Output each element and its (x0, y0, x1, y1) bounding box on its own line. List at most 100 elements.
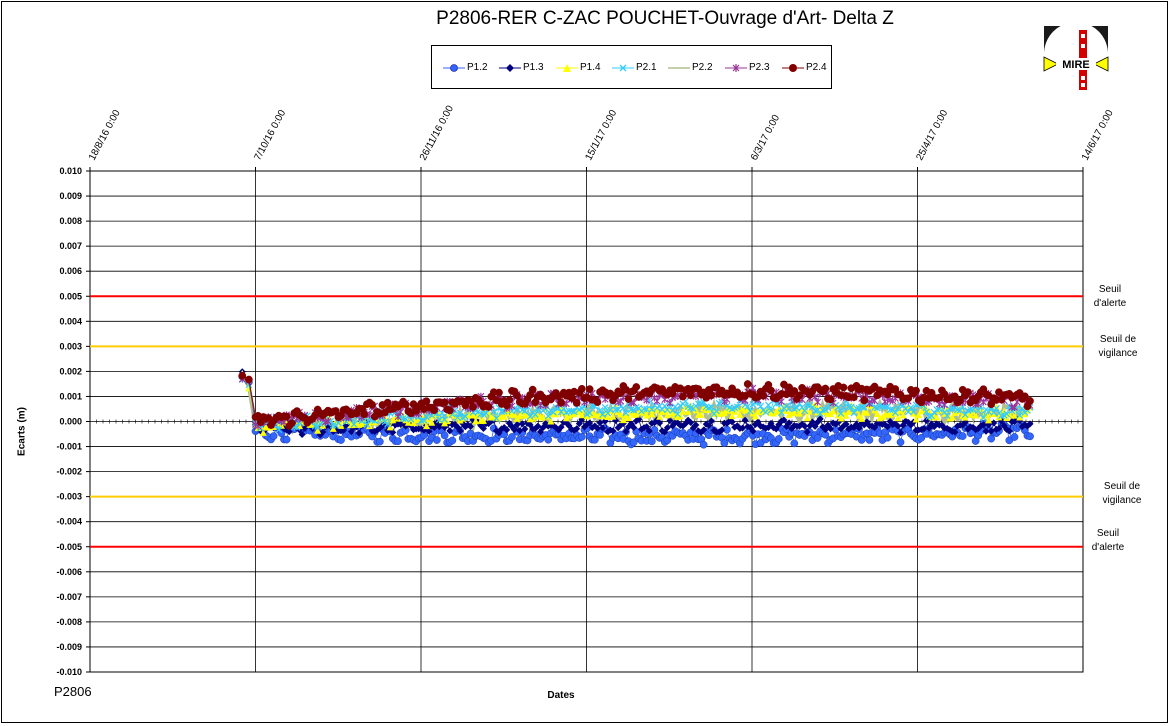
data-point (609, 413, 617, 420)
y-tick-label: -0.002 (56, 467, 82, 477)
data-point (435, 416, 443, 424)
data-point (578, 384, 586, 393)
data-point (922, 417, 930, 425)
data-point (456, 427, 464, 435)
data-point (686, 391, 695, 400)
data-point (917, 434, 926, 442)
data-point (928, 412, 936, 420)
data-point (578, 432, 586, 441)
data-point (692, 421, 700, 429)
threshold-label-vigilance-bottom: Seuil de vigilance (1092, 480, 1152, 508)
data-point (793, 406, 801, 413)
data-point (1010, 412, 1018, 419)
data-point (663, 424, 671, 432)
data-point (624, 395, 633, 403)
data-point (899, 411, 907, 419)
data-point (1026, 397, 1034, 405)
data-point (368, 400, 376, 409)
data-point (663, 411, 671, 419)
y-axis-title: Ecarts (m) (16, 407, 28, 456)
data-point (599, 411, 607, 418)
y-tick-label: -0.003 (56, 492, 82, 502)
data-point (513, 391, 521, 400)
data-point (1010, 433, 1019, 441)
data-point (801, 422, 809, 430)
y-tick-label: 0.007 (59, 241, 82, 251)
data-point (238, 371, 247, 380)
data-point (640, 405, 648, 413)
data-point (845, 403, 853, 411)
data-point (728, 412, 736, 420)
data-point (430, 406, 439, 415)
data-point (643, 405, 651, 413)
y-tick-label: -0.006 (56, 567, 82, 577)
data-point (954, 406, 961, 414)
data-point (1026, 432, 1034, 441)
data-point (707, 391, 716, 400)
data-point (645, 427, 653, 435)
data-point (469, 412, 477, 419)
data-point (777, 409, 785, 417)
data-point (617, 397, 625, 405)
data-point (472, 417, 480, 425)
data-point (656, 413, 664, 420)
data-point (585, 385, 594, 393)
data-point (985, 416, 993, 424)
data-point (301, 424, 309, 432)
data-point (375, 437, 384, 446)
data-point (676, 412, 684, 419)
data-point (544, 435, 553, 444)
legend-label-p2-2: P2.2 (692, 62, 713, 73)
y-tick-label: -0.010 (56, 667, 82, 677)
data-point (622, 428, 630, 436)
data-point (759, 391, 768, 400)
data-point (1005, 427, 1013, 435)
data-point (855, 424, 863, 432)
chart-title: P2806-RER C-ZAC POUCHET-Ouvrage d'Art- D… (436, 8, 894, 29)
data-point (741, 416, 749, 424)
data-point (508, 423, 516, 431)
threshold-label-alert-bottom: Seuil d'alerte (1078, 527, 1138, 555)
threshold-label-vigilance-bottom-line2: vigilance (1102, 495, 1142, 506)
data-point (679, 408, 687, 415)
data-point (687, 418, 695, 426)
data-point (894, 422, 902, 430)
data-point (668, 389, 677, 398)
data-point (824, 404, 832, 412)
data-point (674, 410, 682, 418)
y-tick-label: 0.008 (59, 216, 82, 226)
data-point (910, 408, 917, 416)
data-point (699, 440, 708, 449)
data-point (593, 398, 602, 406)
data-point (337, 436, 345, 444)
data-point (511, 411, 519, 418)
data-point (865, 436, 874, 444)
data-point (883, 390, 892, 399)
data-point (881, 403, 889, 411)
data-point (990, 410, 998, 418)
data-point (826, 395, 835, 404)
data-point (399, 415, 407, 422)
y-tick-label: 0.002 (59, 366, 82, 376)
data-point (933, 413, 941, 421)
data-point (417, 417, 425, 425)
data-point (767, 406, 775, 414)
data-point (873, 410, 881, 418)
data-point (518, 420, 526, 428)
data-point (643, 396, 651, 404)
data-point (479, 424, 487, 432)
data-point (560, 409, 568, 417)
data-point (728, 418, 736, 426)
data-point (964, 388, 972, 396)
data-point (485, 410, 493, 417)
data-point (528, 385, 537, 394)
data-point (492, 414, 500, 422)
data-point (643, 412, 651, 419)
y-tick-label: 0.005 (59, 291, 82, 301)
data-point (666, 417, 674, 425)
data-point (780, 416, 788, 424)
data-point (839, 383, 848, 392)
data-point (661, 402, 669, 410)
y-tick-label: 0.004 (59, 316, 82, 326)
